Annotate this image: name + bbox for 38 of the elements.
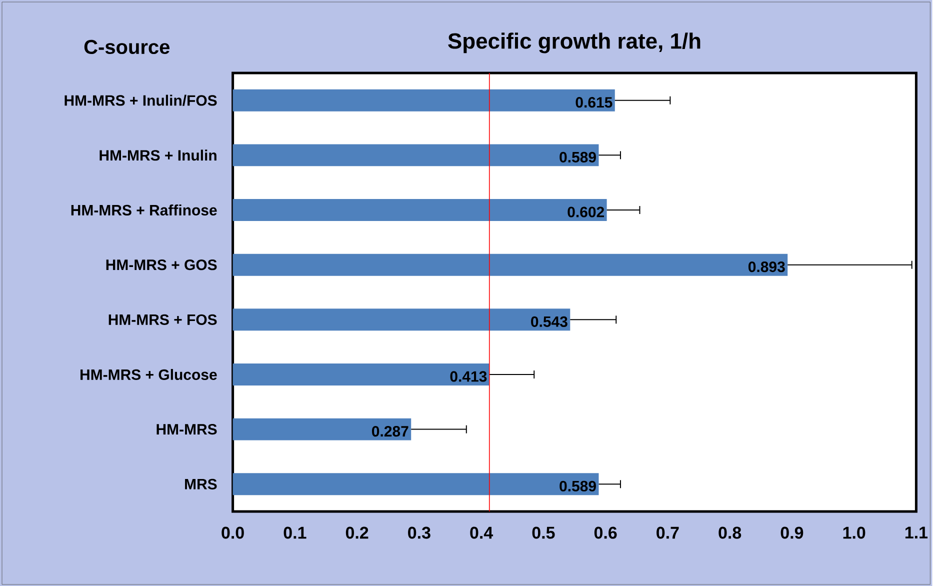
x-tick-label: 1.1	[905, 526, 928, 538]
y-tick-label: HM-MRS	[156, 424, 217, 434]
bar	[232, 198, 607, 221]
bar	[232, 472, 599, 495]
y-tick-label: HM-MRS + GOS	[106, 259, 217, 270]
data-label: 0.589	[560, 480, 596, 492]
y-tick-label: HM-MRS + Glucose	[80, 368, 217, 380]
x-tick-label: 0.9	[780, 526, 804, 539]
x-tick-label: 0.1	[284, 526, 306, 539]
bar	[232, 308, 570, 330]
y-tick-label: MRS	[185, 478, 217, 490]
data-label: 0.615	[576, 96, 612, 108]
data-label: 0.893	[748, 261, 785, 272]
bar	[232, 418, 412, 440]
text: C-source	[84, 40, 170, 54]
bar	[232, 89, 615, 112]
x-tick-label: 0.7	[656, 526, 679, 539]
x-tick-label: 0.2	[346, 526, 368, 539]
data-label: 0.287	[372, 426, 408, 436]
bar	[232, 363, 490, 386]
x-tick-label: 0.4	[470, 526, 494, 539]
bar	[232, 254, 788, 276]
y-tick-label: HM-MRS + Inulin	[100, 149, 216, 160]
x-tick-label: 0.3	[408, 526, 430, 539]
data-label: 0.589	[560, 152, 596, 162]
x-tick-label: 0.5	[532, 526, 555, 539]
bar	[232, 144, 599, 166]
x-tick-label: 0.8	[718, 526, 742, 539]
x-tick-label: 0.0	[222, 526, 244, 539]
y-tick-label: HM-MRS + Inulin/FOS	[64, 94, 217, 106]
data-label: 0.543	[531, 316, 568, 327]
chart-title: Specific growth rate, 1/h	[448, 32, 700, 54]
data-label: 0.602	[568, 206, 604, 218]
x-tick-label: 1.0	[843, 526, 866, 539]
y-tick-label: HM-MRS + Raffinose	[71, 204, 217, 216]
y-tick-label: HM-MRS + FOS	[108, 314, 217, 325]
data-label: 0.413	[450, 370, 487, 382]
x-tick-label: 0.6	[594, 526, 617, 539]
